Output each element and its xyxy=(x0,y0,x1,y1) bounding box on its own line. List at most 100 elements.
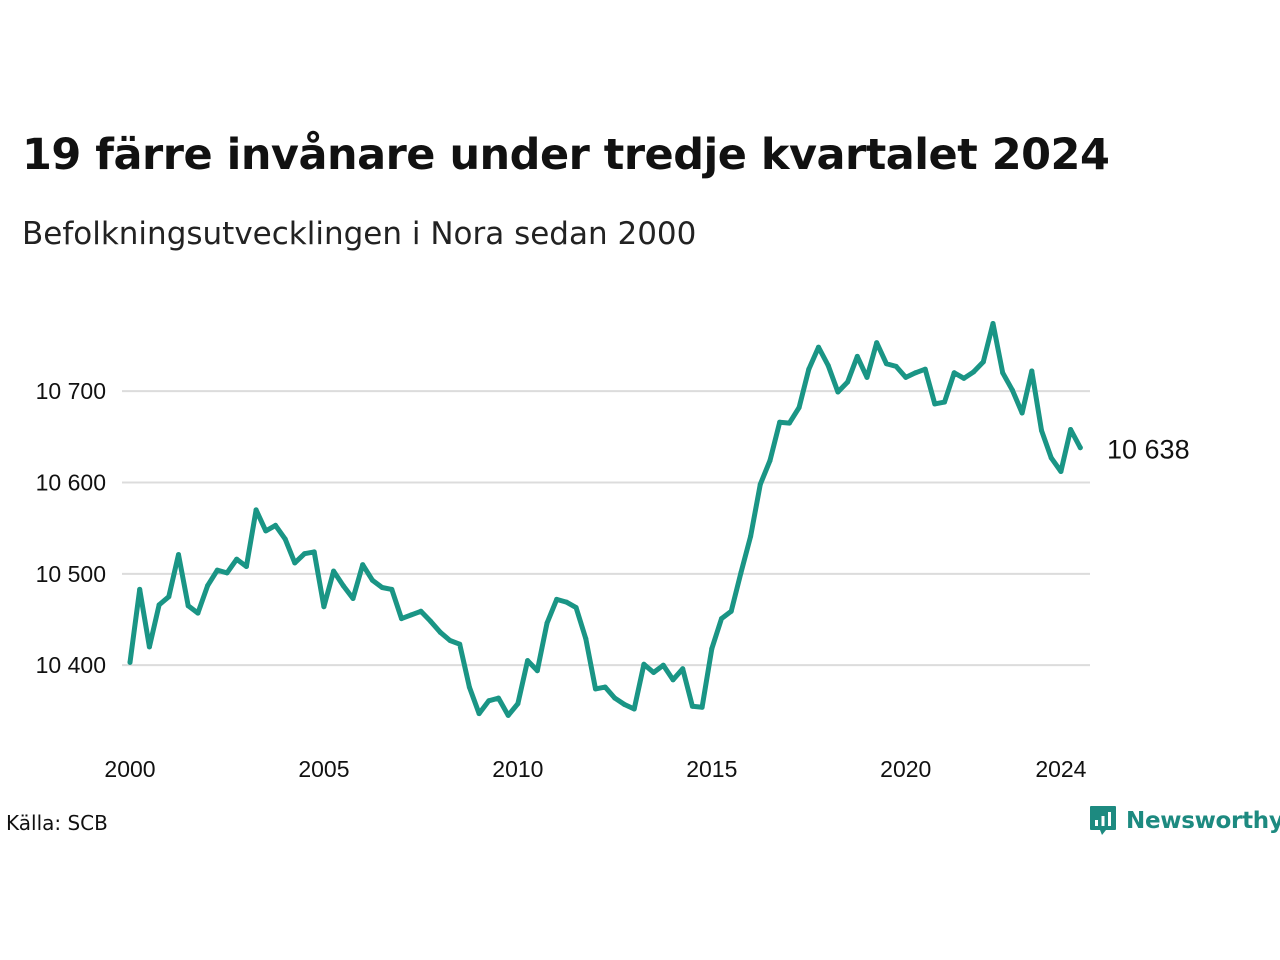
data-point xyxy=(224,570,230,576)
data-point xyxy=(583,636,589,642)
data-point xyxy=(399,616,404,622)
data-point xyxy=(311,549,317,555)
data-point xyxy=(835,389,841,395)
data-point xyxy=(176,552,181,558)
data-point xyxy=(214,567,220,573)
data-point xyxy=(1077,445,1083,451)
x-tick-label: 2010 xyxy=(492,756,543,782)
data-point xyxy=(292,560,298,566)
chart-subtitle: Befolkningsutvecklingen i Nora sedan 200… xyxy=(22,216,697,252)
data-point xyxy=(767,458,773,463)
source-note: Källa: SCB xyxy=(6,811,108,835)
data-point xyxy=(525,658,531,664)
brand-logo[interactable]: Newsworthy xyxy=(1088,804,1280,838)
x-tick-label: 2000 xyxy=(104,756,155,782)
newsworthy-logo-icon xyxy=(1090,806,1116,835)
data-point xyxy=(806,366,812,372)
data-point xyxy=(786,420,792,426)
data-point xyxy=(369,577,375,583)
data-point xyxy=(757,481,763,487)
data-point xyxy=(437,629,443,635)
x-tick-label: 2005 xyxy=(298,756,349,782)
data-point xyxy=(796,405,802,410)
data-point xyxy=(593,686,598,692)
data-point xyxy=(903,374,909,380)
data-point xyxy=(971,369,977,375)
data-point xyxy=(466,684,472,690)
brand-name: Newsworthy xyxy=(1126,808,1280,834)
y-tick-label: 10 600 xyxy=(36,469,106,495)
data-point xyxy=(612,695,618,701)
data-point xyxy=(379,585,385,590)
data-point xyxy=(408,612,414,618)
data-point xyxy=(360,562,366,568)
data-point xyxy=(660,662,666,668)
data-point xyxy=(185,603,191,609)
data-point xyxy=(263,528,269,534)
data-point xyxy=(195,610,201,616)
data-point xyxy=(719,616,724,622)
x-tick-label: 2015 xyxy=(686,756,737,782)
data-point xyxy=(913,370,918,376)
data-point xyxy=(631,706,637,712)
data-point xyxy=(331,568,337,574)
data-point xyxy=(641,661,647,667)
data-point xyxy=(166,594,172,600)
data-point xyxy=(942,399,947,405)
data-point xyxy=(350,596,356,601)
data-point xyxy=(883,361,889,367)
data-points xyxy=(127,321,1083,718)
data-point xyxy=(146,644,152,650)
x-tick-label: 2020 xyxy=(880,756,931,782)
data-point xyxy=(447,638,453,643)
data-point xyxy=(273,522,278,528)
data-point xyxy=(709,646,715,652)
data-point xyxy=(321,604,327,610)
data-point xyxy=(1019,410,1025,416)
data-point xyxy=(127,659,133,665)
data-point xyxy=(689,703,695,709)
data-point xyxy=(728,608,734,614)
data-point xyxy=(137,586,143,592)
data-point xyxy=(874,340,880,346)
data-point xyxy=(205,583,211,589)
data-point xyxy=(622,702,627,707)
data-point xyxy=(748,533,754,539)
data-point xyxy=(505,712,511,718)
data-point xyxy=(1009,387,1015,393)
data-point xyxy=(651,670,657,675)
data-point xyxy=(951,370,957,376)
chart-title: 19 färre invånare under tredje kvartalet… xyxy=(22,130,1110,180)
data-point xyxy=(282,536,288,542)
data-point xyxy=(980,359,986,365)
y-tick-label: 10 400 xyxy=(36,652,106,678)
data-point xyxy=(825,363,831,368)
data-point xyxy=(486,698,492,704)
data-point xyxy=(680,666,686,672)
data-point xyxy=(496,695,501,701)
data-point xyxy=(845,379,851,385)
data-point xyxy=(816,344,821,350)
y-axis-tick-labels: 10 400 10 500 10 600 10 700 xyxy=(36,378,106,678)
data-point xyxy=(1000,370,1006,376)
data-point xyxy=(602,684,608,690)
series-line xyxy=(127,321,1083,718)
y-tick-label: 10 500 xyxy=(36,561,106,587)
data-point xyxy=(699,704,705,710)
data-point xyxy=(563,599,569,605)
data-point xyxy=(573,605,579,611)
data-point xyxy=(253,507,259,513)
end-label-layer: 10 638 xyxy=(1107,435,1190,465)
data-point xyxy=(234,556,240,562)
x-tick-label: 2024 xyxy=(1035,756,1086,782)
data-point xyxy=(1039,427,1044,433)
series-layer xyxy=(127,321,1083,718)
data-point xyxy=(389,586,395,592)
data-point xyxy=(990,321,996,326)
data-point xyxy=(428,618,434,624)
data-point xyxy=(340,583,346,589)
data-point xyxy=(554,596,560,602)
data-point xyxy=(1048,455,1054,461)
data-point xyxy=(738,570,744,576)
data-point xyxy=(1058,469,1064,474)
